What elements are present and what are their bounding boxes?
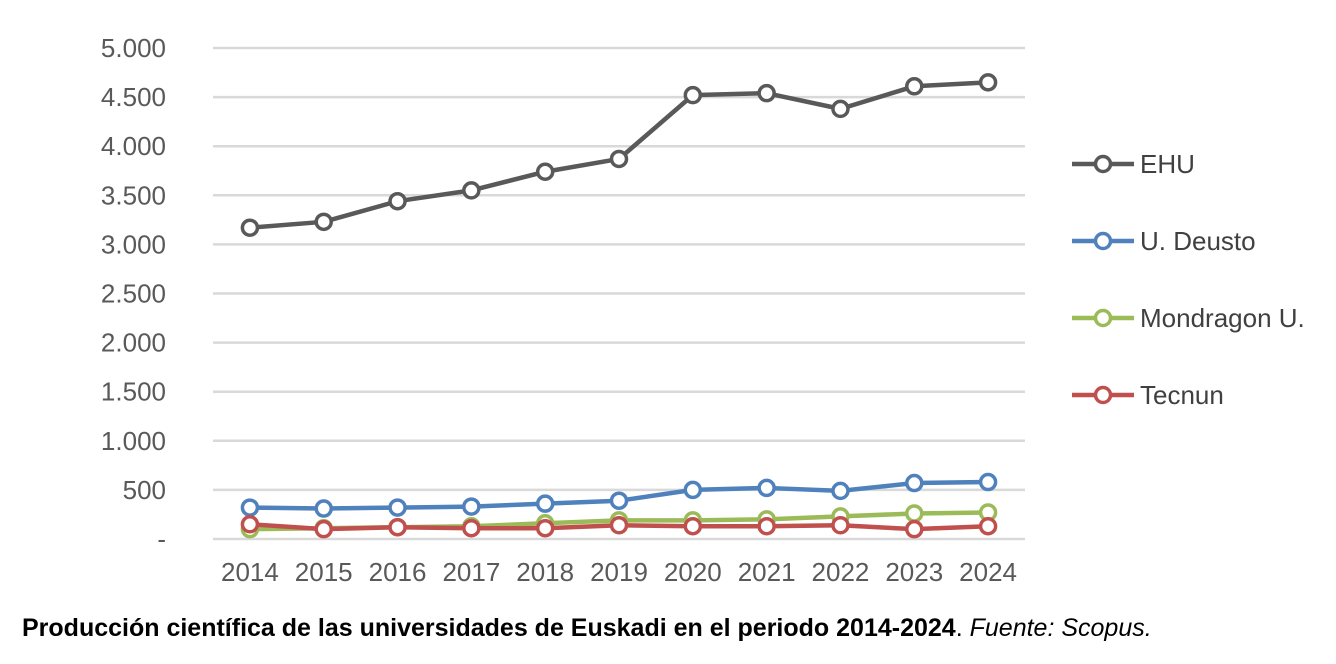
data-point-ehu (905, 77, 924, 96)
data-point-u-deusto (831, 481, 850, 501)
x-axis-tick-labels: 2014 2015 2016 2017 2018 2019 2020 2021 2022 2023… (221, 557, 1017, 587)
y-tick-label: 3.000 (101, 229, 166, 259)
legend-marker (1093, 308, 1113, 328)
data-point-ehu (314, 212, 333, 232)
series-ehu (240, 73, 998, 237)
x-tick-label: 2015 (295, 557, 353, 587)
data-point-ehu (683, 85, 703, 105)
data-point-tecnun (240, 515, 260, 534)
caption-title: Producción científica de las universidad… (22, 614, 956, 642)
x-tick-label: 2019 (590, 557, 648, 587)
data-point-ehu (831, 99, 850, 119)
data-point-ehu (757, 83, 776, 103)
legend-item-mondragon-u: Mondragon U. (1072, 303, 1305, 333)
y-tick-label: 1.500 (101, 377, 166, 407)
data-point-ehu (462, 181, 481, 200)
x-tick-label: 2022 (812, 557, 870, 587)
data-point-tecnun (757, 516, 776, 536)
data-point-u-deusto (462, 497, 481, 516)
series-tecnun (240, 515, 998, 539)
data-point-tecnun (609, 516, 629, 535)
series-lines (240, 73, 998, 539)
legend-label: EHU (1140, 149, 1195, 179)
data-point-tecnun (831, 516, 850, 535)
legend-item-u-deusto: U. Deusto (1072, 226, 1256, 256)
x-tick-label: 2024 (959, 557, 1017, 587)
x-tick-label: 2014 (221, 557, 279, 587)
y-tick-label: 3.500 (101, 180, 166, 210)
data-point-u-deusto (683, 480, 703, 500)
data-point-u-deusto (535, 494, 555, 513)
legend-item-ehu: EHU (1072, 149, 1195, 179)
data-point-u-deusto (905, 473, 924, 493)
y-tick-label: 2.500 (101, 279, 166, 309)
data-point-tecnun (535, 518, 555, 538)
data-point-tecnun (314, 519, 333, 539)
x-tick-label: 2023 (885, 557, 943, 587)
legend-label: Tecnun (1140, 380, 1224, 410)
data-point-mondragon-u (905, 504, 924, 523)
y-axis-tick-labels: - 500 1.000 1.500 2.000 2.500 3.000 3.500 4.000 4… (101, 33, 166, 554)
figure-caption: Producción científica de las universidad… (22, 614, 1152, 643)
y-tick-label: - (157, 524, 166, 554)
legend-label: Mondragon U. (1140, 303, 1305, 333)
data-point-tecnun (683, 516, 703, 536)
y-tick-label: 5.000 (101, 33, 166, 63)
data-point-tecnun (905, 519, 924, 539)
legend-marker (1093, 154, 1113, 174)
legend-marker (1093, 231, 1113, 251)
data-point-ehu (240, 218, 260, 237)
x-tick-label: 2018 (516, 557, 574, 587)
data-point-tecnun (978, 516, 998, 536)
caption-source: Fuente: Scopus. (969, 614, 1152, 642)
y-tick-label: 4.500 (101, 82, 166, 112)
data-point-ehu (609, 149, 629, 169)
legend-marker (1093, 385, 1113, 405)
legend: EHU U. Deusto Mondragon U. Tecnun (1072, 149, 1305, 410)
x-tick-label: 2017 (442, 557, 500, 587)
y-tick-label: 1.000 (101, 426, 166, 456)
series-u-deusto (240, 472, 998, 518)
y-tick-label: 2.000 (101, 328, 166, 358)
legend-item-tecnun: Tecnun (1072, 380, 1224, 410)
y-tick-label: 500 (123, 475, 166, 505)
gridlines (213, 46, 1025, 541)
data-point-u-deusto (388, 498, 407, 517)
data-point-u-deusto (240, 498, 260, 517)
data-point-ehu (388, 191, 407, 211)
x-tick-label: 2021 (738, 557, 796, 587)
caption-separator: . (955, 614, 970, 642)
line-chart: - 500 1.000 1.500 2.000 2.500 3.000 3.500 4.000 4… (101, 33, 1305, 587)
y-tick-label: 4.000 (101, 131, 166, 161)
data-point-ehu (535, 162, 555, 181)
data-point-u-deusto (978, 472, 998, 492)
data-point-u-deusto (757, 478, 776, 498)
legend-label: U. Deusto (1140, 226, 1256, 256)
data-point-u-deusto (609, 491, 629, 510)
data-point-u-deusto (314, 499, 333, 518)
data-point-tecnun (462, 518, 481, 538)
x-tick-label: 2020 (664, 557, 722, 587)
x-tick-label: 2016 (369, 557, 427, 587)
data-point-ehu (978, 73, 998, 92)
data-point-tecnun (388, 517, 407, 537)
